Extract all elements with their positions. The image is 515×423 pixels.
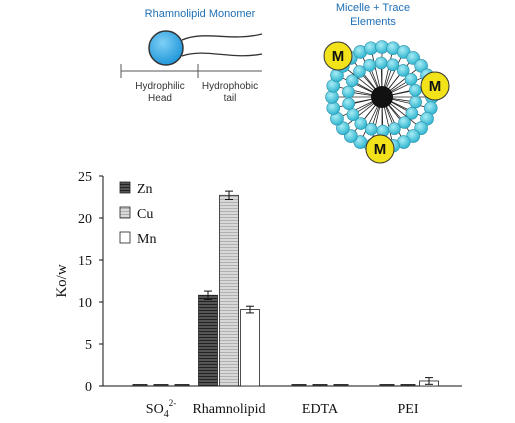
micelle-head-bead	[354, 117, 368, 130]
micelle-head-bead	[353, 65, 366, 78]
micelle-head-bead	[409, 83, 422, 97]
legend-swatch-mn	[119, 231, 131, 244]
micelle-diagram: Micelle + Trace Elements M M M	[323, 2, 450, 164]
micelle-head-bead	[404, 72, 418, 86]
bar-zn	[132, 384, 148, 386]
micelle-core	[371, 86, 393, 108]
bar-cu	[400, 384, 416, 386]
legend-label-mn: Mn	[137, 232, 156, 247]
legend-label-zn: Zn	[137, 182, 153, 197]
micelle-head-bead	[374, 56, 388, 70]
micelle-title-line1: Micelle + Trace	[336, 2, 410, 14]
bar-zn	[198, 294, 218, 387]
hydrophobic-tail-line-lower	[181, 52, 263, 57]
trace-elements: M M M	[323, 41, 450, 164]
micelle-title-line2: Elements	[350, 16, 396, 28]
category-labels: SO42- Rhamnolipid EDTA PEI	[146, 398, 419, 420]
bars	[132, 190, 439, 387]
micelle-head-bead	[398, 116, 411, 129]
tail-label-line1: Hydrophobic	[202, 81, 258, 92]
head-label-line2: Head	[148, 93, 172, 104]
bar-cu	[153, 384, 169, 386]
legend-label-cu: Cu	[137, 207, 153, 222]
head-label-line1: Hydrophilic	[135, 81, 184, 92]
micelle-head-bead	[363, 59, 376, 72]
micelle-head-bead	[345, 74, 359, 88]
y-tick-label: 25	[78, 170, 92, 185]
legend-swatch-zn	[119, 181, 131, 194]
y-tick-label: 20	[78, 212, 92, 227]
bar-mn	[174, 384, 190, 386]
micelle-head-bead	[405, 106, 419, 120]
y-axis-ticks: 0 5 10 15 20 25	[78, 170, 103, 395]
trace-element-label: M	[429, 78, 442, 95]
y-tick-label: 10	[78, 296, 92, 311]
bar-cu	[219, 194, 239, 387]
trace-element-label: M	[332, 48, 345, 65]
micelle-head-bead	[346, 108, 360, 122]
category-label: Rhamnolipid	[192, 402, 265, 417]
bar-mn	[333, 384, 349, 386]
legend: Zn Cu Mn	[119, 181, 156, 247]
trace-element-bead	[420, 71, 450, 101]
bar-zn	[291, 384, 307, 386]
category-label: SO42-	[146, 398, 176, 420]
monomer-title: Rhamnolipid Monomer	[145, 8, 256, 20]
trace-element-bead	[365, 134, 395, 164]
micelle-head-bead	[364, 122, 378, 136]
category-label: EDTA	[302, 402, 339, 417]
micelle-head-bead	[388, 122, 401, 135]
y-tick-label: 0	[85, 380, 92, 395]
micelle-head-bead	[386, 58, 400, 72]
tail-label-line2: tail	[224, 93, 237, 104]
y-axis-label: Ko/w	[54, 264, 70, 298]
bar-cu	[312, 384, 328, 386]
micelle-head-bead	[342, 85, 355, 99]
trace-element-label: M	[374, 141, 387, 158]
hydrophobic-tail-line-upper	[181, 33, 263, 41]
hydrophilic-head-icon	[148, 30, 184, 66]
category-label: PEI	[398, 402, 419, 417]
bar-mn	[240, 309, 260, 387]
bar-zn	[379, 384, 395, 386]
legend-swatch-cu	[119, 206, 131, 219]
monomer-diagram: Rhamnolipid Monomer Hydrophilic Head Hyd…	[120, 8, 263, 104]
micelle-head-bead	[396, 64, 410, 77]
y-tick-label: 15	[78, 254, 92, 269]
trace-element-bead	[323, 41, 353, 71]
y-tick-label: 5	[85, 338, 92, 353]
micelle-head-bead	[342, 97, 355, 111]
micelle-head-bead	[409, 95, 422, 109]
